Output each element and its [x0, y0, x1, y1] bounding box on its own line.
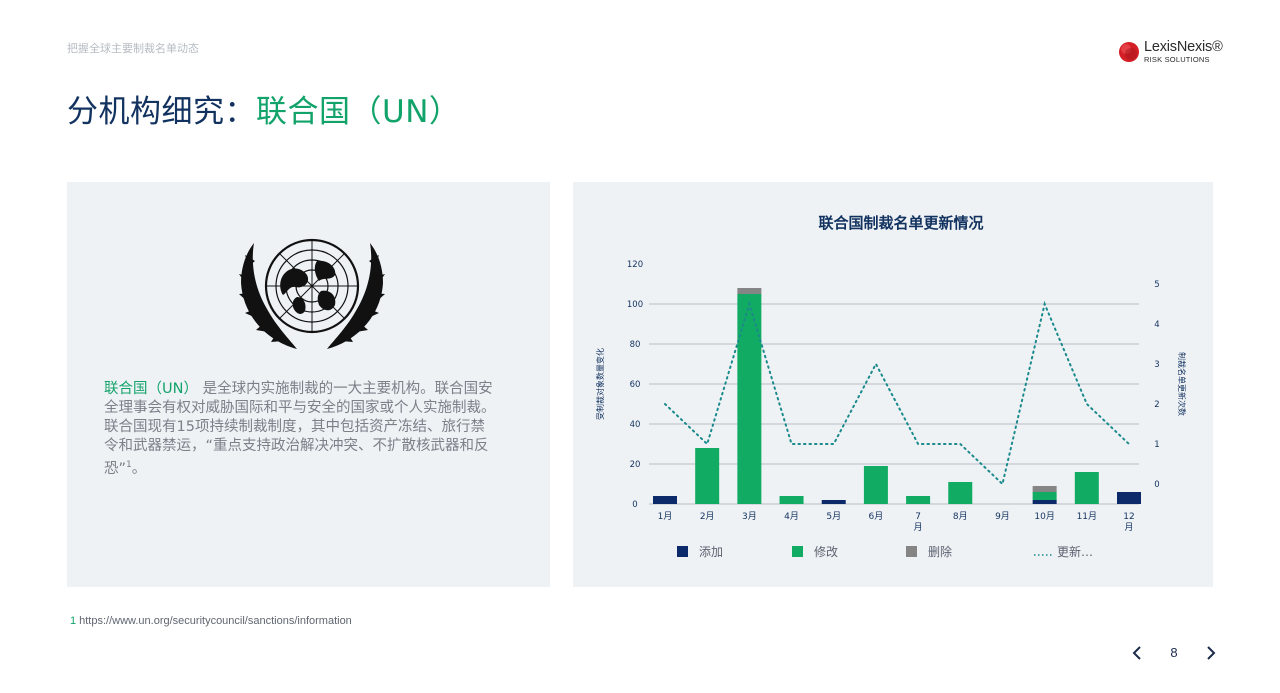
x-tick-label: 5月: [826, 511, 841, 522]
x-tick-label: 1月: [658, 511, 673, 522]
x-tick-label: 11月: [1077, 511, 1097, 522]
y-tick-label: 120: [627, 260, 643, 270]
y-tick-label: 100: [627, 300, 643, 310]
chevron-left-icon[interactable]: [1126, 641, 1148, 665]
page-number: 8: [1170, 645, 1178, 660]
bar-修改: [1074, 472, 1099, 504]
bar-删除: [737, 288, 762, 294]
x-tick-label: 6月: [869, 511, 884, 522]
legend-label-添加: 添加: [699, 545, 723, 559]
pagination: 8: [1126, 641, 1226, 665]
y-tick-label: 20: [630, 460, 641, 470]
y2-tick-label: 5: [1154, 280, 1159, 290]
page-title-highlight: 联合国（UN）: [256, 94, 461, 130]
un-description: 联合国（UN） 是全球内实施制裁的一大主要机构。联合国安全理事会有权对威胁国际和…: [104, 380, 496, 479]
page-title-prefix: 分机构细究：: [67, 94, 256, 130]
footnote-link[interactable]: https://www.un.org/securitycouncil/sanct…: [79, 615, 352, 627]
legend-swatch-修改: [792, 546, 803, 557]
y-axis-label: 受制裁对象数量变化: [595, 348, 605, 420]
x-tick-label: 9月: [995, 511, 1010, 522]
un-description-body: 是全球内实施制裁的一大主要机构。联合国安全理事会有权对威胁国际和平与安全的国家或…: [104, 381, 496, 477]
page-kicker: 把握全球主要制裁名单动态: [67, 42, 199, 55]
bar-修改: [863, 466, 888, 504]
un-emblem-icon: [239, 238, 385, 349]
lexisnexis-logo[interactable]: LexisNexis® RISK SOLUTIONS: [1118, 39, 1238, 67]
y2-axis-label: 制裁名单更新次数: [1177, 352, 1187, 416]
x-tick-label: 10月: [1034, 511, 1054, 522]
bar-删除: [1032, 486, 1057, 492]
legend-swatch-删除: [906, 546, 917, 557]
page-title: 分机构细究：联合国（UN）: [67, 86, 460, 131]
bar-修改: [737, 294, 762, 504]
un-description-highlight: 联合国（UN）: [104, 381, 198, 397]
logo-subtitle: RISK SOLUTIONS: [1144, 55, 1210, 64]
x-tick-label: 7: [915, 512, 921, 522]
legend-label-修改: 修改: [814, 544, 838, 559]
x-tick-label: 8月: [953, 511, 968, 522]
bar-添加: [1032, 500, 1057, 504]
y-tick-label: 0: [632, 500, 637, 510]
bar-添加: [821, 500, 846, 504]
x-tick-label: 12: [1123, 512, 1134, 522]
legend-swatch-添加: [677, 546, 688, 557]
footnote-number: 1: [70, 615, 77, 627]
x-tick-label: 月: [914, 522, 923, 533]
bar-添加: [653, 496, 677, 504]
bar-修改: [906, 496, 931, 504]
y2-tick-label: 1: [1154, 440, 1159, 450]
x-tick-label: 2月: [700, 511, 715, 522]
chart-title: 联合国制裁名单更新情况: [818, 214, 983, 232]
legend-label-更新…: 更新…: [1057, 544, 1093, 559]
logo-name: LexisNexis®: [1144, 39, 1223, 55]
chevron-right-icon[interactable]: [1200, 641, 1222, 665]
x-tick-label: 3月: [742, 511, 757, 522]
y2-tick-label: 0: [1154, 480, 1159, 490]
bar-修改: [1032, 492, 1057, 500]
y2-tick-label: 2: [1154, 400, 1159, 410]
line-更新…: [664, 300, 1130, 486]
bar-修改: [948, 482, 973, 504]
y2-tick-label: 4: [1154, 320, 1159, 330]
y2-tick-label: 3: [1154, 360, 1159, 370]
y-tick-label: 40: [630, 420, 641, 430]
un-description-end: 。: [131, 460, 147, 477]
x-tick-label: 月: [1124, 522, 1133, 533]
footnote: 1 https://www.un.org/securitycouncil/sanc…: [70, 615, 352, 627]
un-info-panel: 联合国（UN） 是全球内实施制裁的一大主要机构。联合国安全理事会有权对威胁国际和…: [67, 182, 550, 587]
lexisnexis-logo-mark-icon: [1119, 42, 1139, 62]
bar-添加: [1117, 492, 1141, 504]
y-tick-label: 60: [630, 380, 641, 390]
update-chart: 联合国制裁名单更新情况020406080100120012345受制裁对象数量变…: [595, 214, 1187, 559]
y-tick-label: 80: [630, 340, 641, 350]
chart-panel: 联合国制裁名单更新情况 0 20 40 60 80 100 120 0 1 2 3 4 5 受制裁对象数量变…: [573, 182, 1213, 587]
bar-修改: [695, 448, 720, 504]
x-tick-label: 4月: [784, 511, 799, 522]
legend-label-删除: 删除: [928, 544, 952, 559]
bar-修改: [779, 496, 804, 504]
footnote-ref[interactable]: 1: [126, 460, 132, 470]
